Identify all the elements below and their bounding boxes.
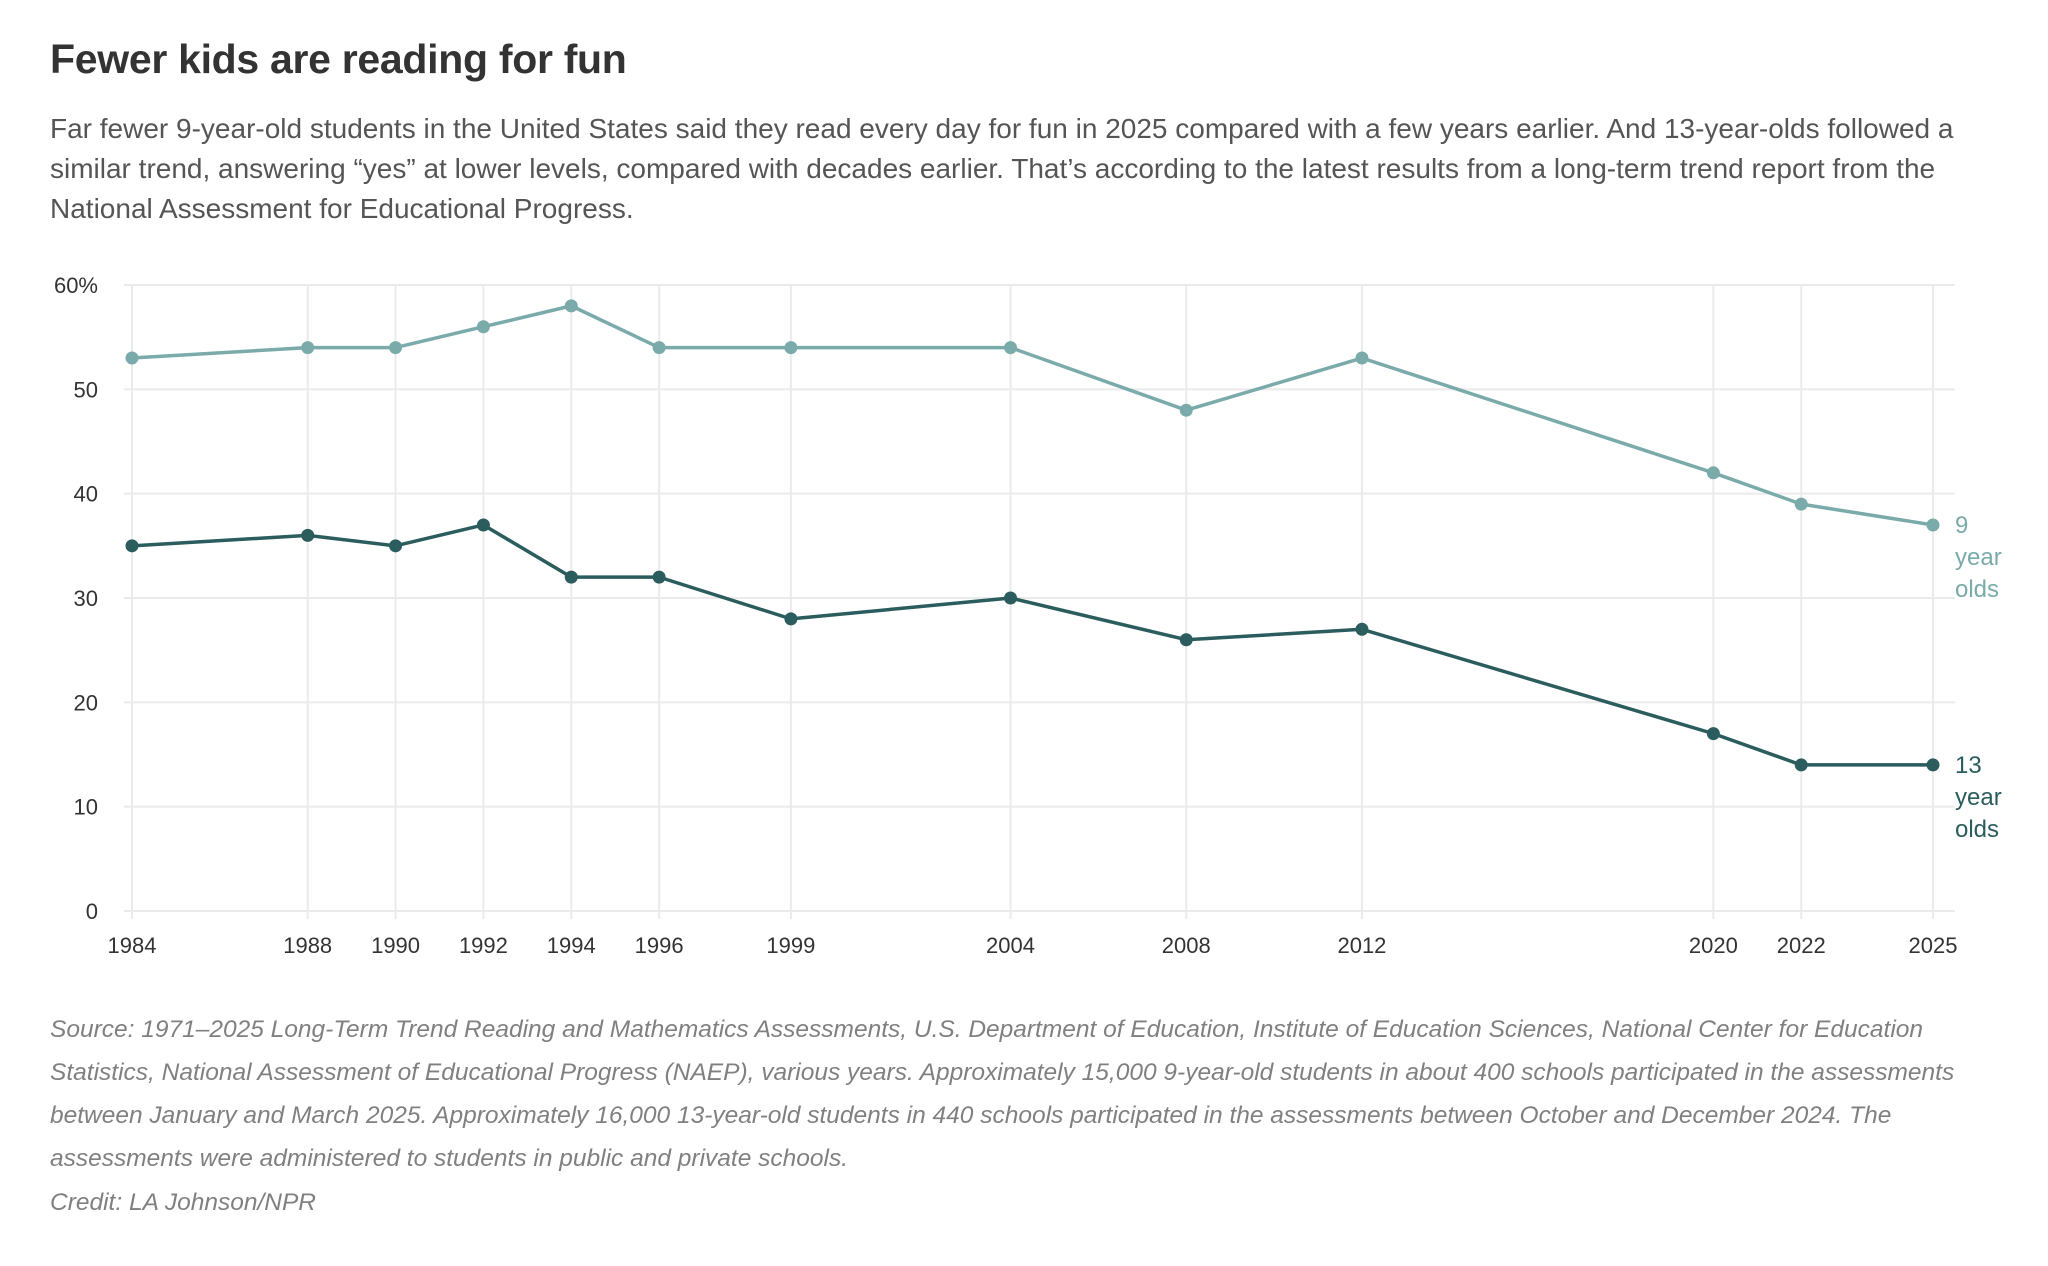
series-end-label: year bbox=[1955, 784, 2002, 811]
data-series bbox=[125, 299, 1940, 772]
y-tick-label: 0 bbox=[86, 899, 98, 924]
y-tick-label: 50 bbox=[74, 377, 98, 402]
data-point bbox=[1926, 518, 1940, 532]
series-end-label: 9 bbox=[1955, 512, 1968, 539]
series-end-label: olds bbox=[1955, 576, 1999, 603]
x-tick-label: 2008 bbox=[1162, 933, 1211, 958]
chart-title: Fewer kids are reading for fun bbox=[50, 36, 627, 82]
series-line-2 bbox=[130, 523, 1935, 767]
series-labels: 9 year olds 13 year olds bbox=[1955, 512, 2002, 843]
x-tick-label: 2025 bbox=[1909, 933, 1958, 958]
data-point bbox=[389, 341, 403, 355]
data-point bbox=[476, 320, 490, 334]
y-tick-label: 40 bbox=[74, 482, 98, 507]
data-point bbox=[301, 528, 315, 542]
data-point bbox=[1794, 497, 1808, 511]
data-point bbox=[125, 351, 139, 365]
data-point bbox=[1004, 341, 1018, 355]
x-tick-label: 1988 bbox=[283, 933, 332, 958]
x-tick-label: 2020 bbox=[1689, 933, 1738, 958]
series-line-1 bbox=[130, 304, 1935, 527]
data-point bbox=[564, 299, 578, 313]
x-tick-label: 1999 bbox=[766, 933, 815, 958]
data-point bbox=[1706, 466, 1720, 480]
y-tick-label: 30 bbox=[74, 586, 98, 611]
data-point bbox=[1926, 758, 1940, 772]
chart-subtitle: Far fewer 9-year-old students in the Uni… bbox=[50, 113, 1954, 224]
data-point bbox=[652, 570, 666, 584]
grid-lines bbox=[124, 284, 1955, 919]
y-tick-label: 10 bbox=[74, 795, 98, 820]
data-point bbox=[1179, 403, 1193, 417]
series-end-label: year bbox=[1955, 544, 2002, 571]
data-point bbox=[652, 341, 666, 355]
data-point bbox=[1355, 351, 1369, 365]
x-tick-label: 2022 bbox=[1777, 933, 1826, 958]
data-point bbox=[125, 539, 139, 553]
data-point bbox=[784, 612, 798, 626]
x-tick-label: 1994 bbox=[547, 933, 596, 958]
line-chart: 0 10 20 30 40 50 60% 1984 1988 1990 1992 1994 1996 19… bbox=[54, 273, 2002, 958]
data-point bbox=[301, 341, 315, 355]
data-point bbox=[564, 570, 578, 584]
y-tick-label: 60% bbox=[54, 273, 98, 298]
x-tick-label: 2012 bbox=[1337, 933, 1386, 958]
data-point bbox=[1355, 622, 1369, 636]
data-point bbox=[1794, 758, 1808, 772]
series-end-label: 13 bbox=[1955, 752, 1982, 779]
x-tick-label: 2004 bbox=[986, 933, 1035, 958]
data-point bbox=[1706, 727, 1720, 741]
source-note: Source: 1971–2025 Long-Term Trend Readin… bbox=[50, 1016, 1955, 1172]
x-tick-label: 1990 bbox=[371, 933, 420, 958]
axis-tick-labels: 0 10 20 30 40 50 60% 1984 1988 1990 1992 1994 1996 19… bbox=[54, 273, 1958, 958]
data-point bbox=[784, 341, 798, 355]
data-point bbox=[476, 518, 490, 532]
x-tick-label: 1984 bbox=[108, 933, 157, 958]
x-tick-label: 1992 bbox=[459, 933, 508, 958]
x-tick-label: 1996 bbox=[635, 933, 684, 958]
data-point bbox=[1004, 591, 1018, 605]
y-tick-label: 20 bbox=[74, 690, 98, 715]
data-point bbox=[1179, 633, 1193, 647]
data-point bbox=[389, 539, 403, 553]
series-end-label: olds bbox=[1955, 816, 1999, 843]
credit-line: Credit: LA Johnson/NPR bbox=[50, 1189, 316, 1216]
